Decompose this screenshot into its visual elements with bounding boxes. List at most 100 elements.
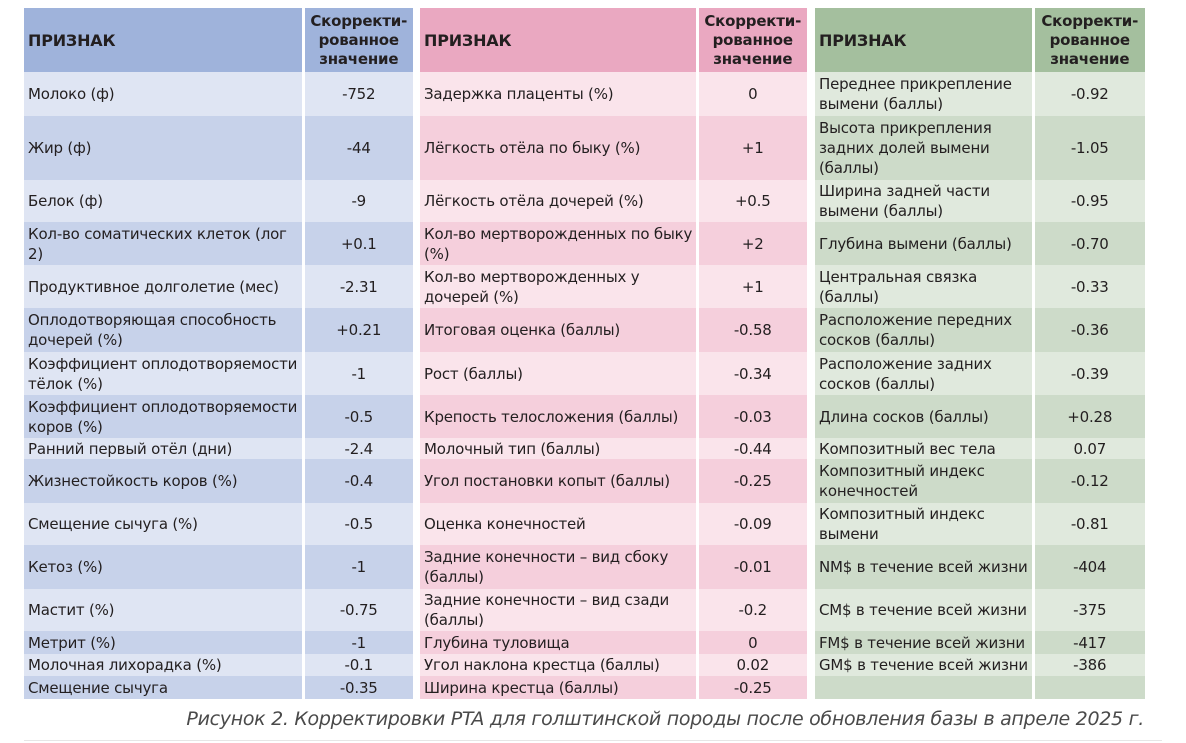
table-row: Смещение сычуга (%) -0.5 [24,503,413,545]
value-cell: -0.81 [1031,503,1145,545]
trait-cell: Жизнестойкость коров (%) [24,459,303,503]
value-cell: -417 [1031,631,1145,654]
trait-cell: Задние конечности – вид сбоку (баллы) [420,545,697,589]
trait-cell: Оценка конечностей [420,503,697,545]
trait-cell: Молочный тип (баллы) [420,438,697,459]
value-cell: +0.28 [1031,395,1145,438]
header-value-line2: рованное [1049,30,1130,49]
trait-cell: Переднее прикрепление вымени (баллы) [815,72,1033,116]
header-value: Скорректи- рованное значение [695,8,807,72]
table-row: Кетоз (%) -1 [24,545,413,589]
header-value-line3: значение [1050,49,1130,68]
trait-cell: Метрит (%) [24,631,303,654]
table-row: Итоговая оценка (баллы) -0.58 [420,308,807,352]
trait-cell: Кол-во мертворожденных по быку (%) [420,222,697,265]
table-row: Жизнестойкость коров (%) -0.4 [24,459,413,503]
trait-cell: Продуктивное долголетие (мес) [24,265,303,308]
trait-cell: Угол наклона крестца (баллы) [420,654,697,676]
trait-cell: Задние конечности – вид сзади (баллы) [420,589,697,631]
header-trait: ПРИЗНАК [420,8,697,72]
trait-cell: Белок (ф) [24,180,303,222]
table-row: GM$ в течение всей жизни -386 [815,654,1145,676]
value-cell: -0.1 [301,654,413,676]
trait-cell: Кетоз (%) [24,545,303,589]
header-value-line3: значение [713,49,793,68]
table-udder-indexes: ПРИЗНАК Скорректи- рованное значение Пер… [815,8,1145,699]
trait-cell: Ранний первый отёл (дни) [24,438,303,459]
table-row [815,676,1145,699]
table-row: Задержка плаценты (%) 0 [420,72,807,116]
value-cell: -0.25 [695,676,807,699]
value-cell: -2.31 [301,265,413,308]
trait-cell: Композитный индекс вымени [815,503,1033,545]
trait-cell: Кол-во соматических клеток (лог 2) [24,222,303,265]
table-row: Расположение задних сосков (баллы) -0.39 [815,352,1145,395]
value-cell: -0.75 [301,589,413,631]
value-cell: -1 [301,545,413,589]
table-row: Коэффициент оплодотворяемости коров (%) -… [24,395,413,438]
table-row: Высота прикрепления задних долей вымени … [815,116,1145,180]
trait-cell: Лёгкость отёла дочерей (%) [420,180,697,222]
trait-cell: Длина сосков (баллы) [815,395,1033,438]
value-cell: -0.92 [1031,72,1145,116]
trait-cell: Жир (ф) [24,116,303,180]
table-row: Белок (ф) -9 [24,180,413,222]
trait-cell: Центральная связка (баллы) [815,265,1033,308]
trait-cell: Кол-во мертворожденных у дочерей (%) [420,265,697,308]
table-row: Кол-во мертворожденных по быку (%) +2 [420,222,807,265]
table-row: Лёгкость отёла дочерей (%) +0.5 [420,180,807,222]
value-cell: -0.34 [695,352,807,395]
table-row: Жир (ф) -44 [24,116,413,180]
trait-cell: Молочная лихорадка (%) [24,654,303,676]
trait-cell: CM$ в течение всей жизни [815,589,1033,631]
value-cell: -0.4 [301,459,413,503]
value-cell: -0.70 [1031,222,1145,265]
table-row: Оценка конечностей -0.09 [420,503,807,545]
trait-cell: Ширина задней части вымени (баллы) [815,180,1033,222]
table-row: Продуктивное долголетие (мес) -2.31 [24,265,413,308]
table-row: Молоко (ф) -752 [24,72,413,116]
table-row: Метрит (%) -1 [24,631,413,654]
table-calving-conformation: ПРИЗНАК Скорректи- рованное значение Зад… [420,8,807,699]
value-cell [1031,676,1145,699]
table-row: CM$ в течение всей жизни -375 [815,589,1145,631]
trait-cell: Смещение сычуга [24,676,303,699]
table-row: Кол-во мертворожденных у дочерей (%) +1 [420,265,807,308]
trait-cell: Крепость телосложения (баллы) [420,395,697,438]
table-row: Рост (баллы) -0.34 [420,352,807,395]
header-value-line3: значение [319,49,399,68]
value-cell: +0.1 [301,222,413,265]
value-cell: -0.2 [695,589,807,631]
table-row: Переднее прикрепление вымени (баллы) -0.9… [815,72,1145,116]
value-cell: -0.09 [695,503,807,545]
trait-cell: Высота прикрепления задних долей вымени … [815,116,1033,180]
table-row: Расположение передних сосков (баллы) -0.3… [815,308,1145,352]
value-cell: -1.05 [1031,116,1145,180]
value-cell: -0.03 [695,395,807,438]
value-cell: -0.35 [301,676,413,699]
trait-cell: Расположение задних сосков (баллы) [815,352,1033,395]
trait-cell: Мастит (%) [24,589,303,631]
table-row: Лёгкость отёла по быку (%) +1 [420,116,807,180]
trait-cell: Ширина крестца (баллы) [420,676,697,699]
value-cell: -2.4 [301,438,413,459]
header-trait: ПРИЗНАК [24,8,303,72]
table-row: Угол наклона крестца (баллы) 0.02 [420,654,807,676]
trait-cell: Лёгкость отёла по быку (%) [420,116,697,180]
table-row: Коэффициент оплодотворяемости тёлок (%) -… [24,352,413,395]
header-trait: ПРИЗНАК [815,8,1033,72]
header-value-line1: Скорректи- [1041,11,1139,30]
table-row: Глубина туловища 0 [420,631,807,654]
table-row: Кол-во соматических клеток (лог 2) +0.1 [24,222,413,265]
trait-cell: Рост (баллы) [420,352,697,395]
trait-cell: FM$ в течение всей жизни [815,631,1033,654]
trait-cell: Итоговая оценка (баллы) [420,308,697,352]
table-row: Композитный индекс конечностей -0.12 [815,459,1145,503]
header-value-line2: рованное [712,30,793,49]
value-cell: -0.12 [1031,459,1145,503]
table-row: Крепость телосложения (баллы) -0.03 [420,395,807,438]
value-cell: -375 [1031,589,1145,631]
table-row: Композитный вес тела 0.07 [815,438,1145,459]
figure-caption: Рисунок 2. Корректировки PTA для голштин… [186,708,1144,730]
value-cell: -9 [301,180,413,222]
